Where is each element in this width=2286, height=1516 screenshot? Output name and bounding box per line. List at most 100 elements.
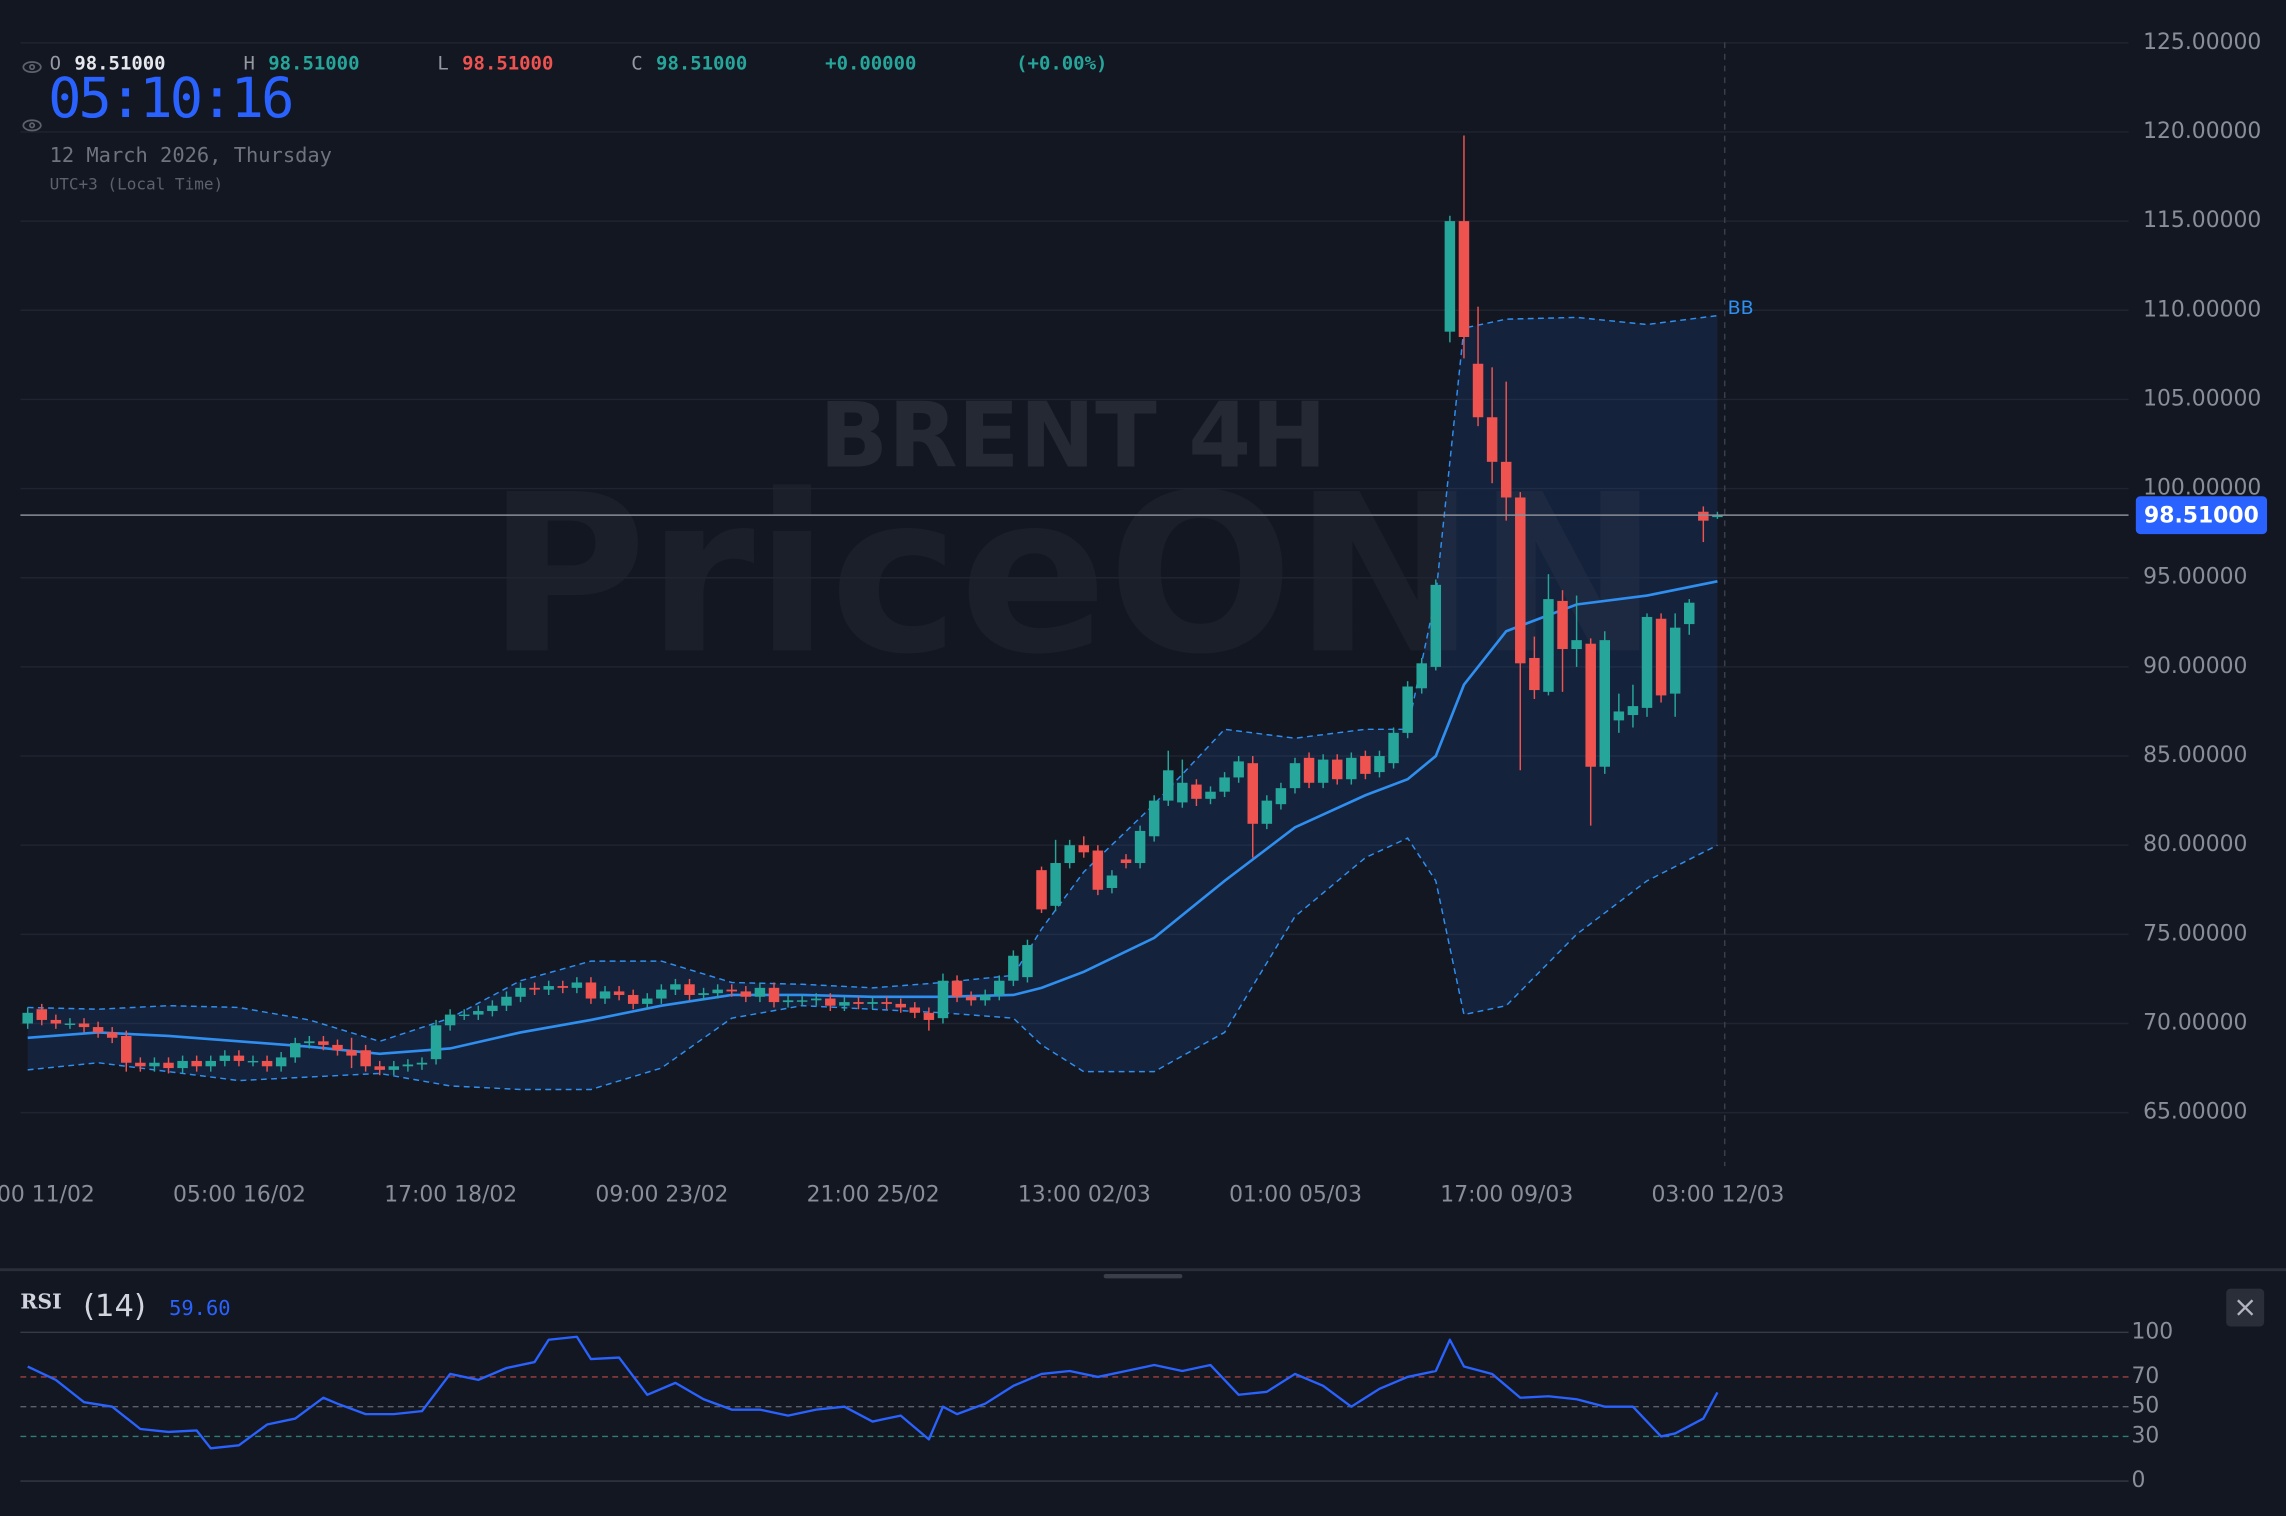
eye-icon[interactable] xyxy=(22,61,42,74)
candle-body xyxy=(1346,757,1357,780)
indicator-label: BB xyxy=(1728,297,1754,319)
candle-body xyxy=(458,1014,470,1017)
candle-body xyxy=(994,980,1005,995)
candle-body xyxy=(1402,686,1413,733)
watermark-brand: PriceONN xyxy=(487,447,1660,702)
eye-icon[interactable] xyxy=(22,119,42,132)
candle-body xyxy=(247,1060,259,1063)
y-tick-label: 70.00000 xyxy=(2143,1011,2247,1036)
candle-body xyxy=(571,982,583,988)
change-percent: (+0.00%) xyxy=(1016,53,1107,75)
candle-body xyxy=(430,1025,442,1060)
candle-body xyxy=(796,1000,808,1002)
candle-body xyxy=(1557,600,1568,650)
candle-body xyxy=(177,1060,188,1069)
ohlc-label: H xyxy=(243,53,254,75)
candle-body xyxy=(64,1023,76,1025)
candle-body xyxy=(1134,830,1146,864)
candle-body xyxy=(149,1062,160,1067)
candle-body xyxy=(515,987,526,997)
candle-body xyxy=(895,1003,906,1008)
candle-body xyxy=(529,987,540,990)
ohlc-value: 98.51000 xyxy=(74,53,165,75)
ohlc-value: 98.51000 xyxy=(656,53,747,75)
y-tick-label: 75.00000 xyxy=(2143,921,2247,946)
close-pane-button[interactable] xyxy=(2226,1288,2265,1327)
bollinger-upper xyxy=(27,314,1718,1043)
candle-body xyxy=(712,989,723,994)
candle-body xyxy=(1543,599,1554,692)
candle-body xyxy=(839,1002,850,1006)
bollinger-lower xyxy=(27,837,1718,1091)
candle-body xyxy=(416,1062,428,1065)
price-pane: 65.00000 70.00000 75.00000 80.00000 85.00000… xyxy=(0,30,2268,1207)
y-tick-label: 100 xyxy=(2131,1319,2173,1344)
candle-body xyxy=(1430,584,1442,667)
candle-body xyxy=(1177,782,1188,803)
candle-body xyxy=(979,994,991,1001)
candle-body xyxy=(1613,711,1625,721)
clock: 05:10:16 xyxy=(48,67,291,131)
candle-body xyxy=(1317,759,1329,783)
watermark-symbol: BRENT 4H xyxy=(819,384,1327,489)
y-tick-label: 80.00000 xyxy=(2143,832,2247,857)
x-tick-label: 17:00 09/03 xyxy=(1440,1182,1573,1207)
rsi-line xyxy=(27,1335,1719,1450)
candle-body xyxy=(1092,850,1104,890)
candle-body xyxy=(473,1011,484,1015)
candle-body xyxy=(50,1019,62,1024)
candle-body xyxy=(923,1012,935,1020)
candle-body xyxy=(1289,763,1301,789)
candle-body xyxy=(613,991,625,995)
candle-body xyxy=(332,1044,343,1051)
candle-body xyxy=(1219,777,1230,792)
candle-body xyxy=(1261,800,1273,824)
x-tick-label: 09:00 23/02 xyxy=(595,1182,728,1207)
candle-body xyxy=(684,984,695,995)
candle-body xyxy=(1486,417,1498,462)
candle-body xyxy=(304,1041,315,1044)
candle-body xyxy=(191,1060,202,1067)
candle-body xyxy=(1500,461,1512,498)
candle-body xyxy=(402,1064,414,1067)
pane-resize-handle[interactable] xyxy=(1103,1274,1183,1279)
candle-body xyxy=(599,991,611,999)
candle-body xyxy=(1078,845,1090,853)
indicator-title: RSI xyxy=(20,1290,61,1314)
candle-body xyxy=(881,1002,892,1004)
candle-body xyxy=(642,998,653,1004)
candle-body xyxy=(1627,706,1639,716)
x-tick-label: 21:00 25/02 xyxy=(807,1182,940,1207)
candle-body xyxy=(318,1041,329,1045)
y-tick-label: 110.00000 xyxy=(2143,297,2261,322)
candle-body xyxy=(22,1012,33,1024)
candle-body xyxy=(1698,511,1709,521)
candle-body xyxy=(867,1002,878,1004)
y-tick-label: 65.00000 xyxy=(2143,1100,2247,1125)
candle-body xyxy=(1515,497,1526,664)
candle-body xyxy=(1247,763,1258,824)
y-tick-label: 95.00000 xyxy=(2143,565,2247,590)
timezone: UTC+3 (Local Time) xyxy=(50,175,224,194)
candle-body xyxy=(1585,643,1596,767)
candle-body xyxy=(1303,757,1315,783)
candle-body xyxy=(78,1023,90,1028)
candle-body xyxy=(909,1007,921,1013)
last-price-label: 98.51000 xyxy=(2144,504,2259,529)
candle-body xyxy=(487,1005,498,1012)
candle-body xyxy=(1712,515,1723,518)
candle-body xyxy=(360,1050,371,1067)
y-tick-label: 85.00000 xyxy=(2143,743,2247,768)
candle-body xyxy=(1148,800,1160,837)
candle-body xyxy=(656,989,667,999)
ohlc-value: 98.51000 xyxy=(462,53,553,75)
x-tick-label: 00 11/02 xyxy=(0,1182,95,1207)
y-tick-label: 125.00000 xyxy=(2143,30,2261,55)
candle-body xyxy=(670,984,681,990)
candle-body xyxy=(627,994,639,1004)
candle-body xyxy=(1571,640,1582,650)
candle-body xyxy=(782,1000,794,1003)
candle-body xyxy=(726,989,737,992)
candle-body xyxy=(1360,756,1371,774)
